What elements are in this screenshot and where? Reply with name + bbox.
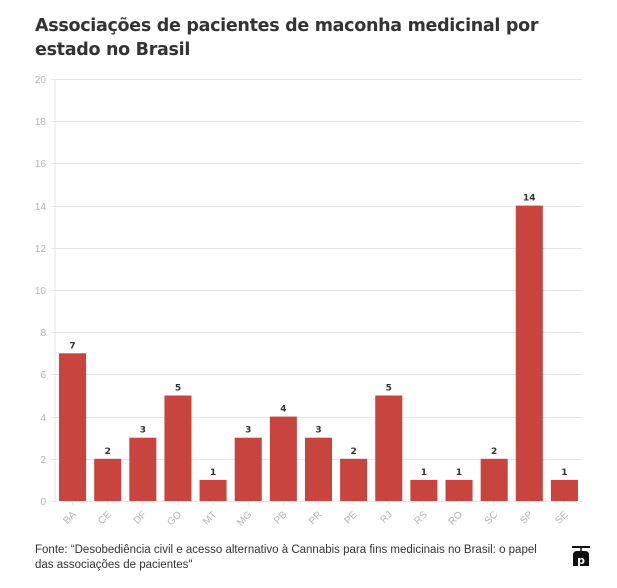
x-tick-label: SE — [553, 509, 570, 526]
y-tick-label: 14 — [35, 202, 47, 213]
bar-go[interactable] — [164, 395, 192, 502]
data-label: 1 — [456, 468, 462, 478]
bar-pe[interactable] — [340, 458, 368, 501]
data-label: 3 — [245, 426, 251, 436]
bar-mt[interactable] — [199, 479, 227, 501]
bar-ce[interactable] — [94, 458, 122, 501]
x-tick-label: GO — [165, 509, 184, 528]
bar-rj[interactable] — [375, 395, 403, 502]
x-tick-label: PB — [272, 509, 289, 526]
y-tick-label: 20 — [35, 75, 47, 86]
data-label: 1 — [421, 468, 427, 478]
x-tick-label: BA — [61, 509, 78, 526]
y-tick-label: 10 — [35, 286, 47, 297]
data-label: 2 — [105, 447, 111, 457]
source-note: Fonte: “Desobediência civil e acesso alt… — [35, 544, 537, 571]
data-label: 1 — [210, 468, 216, 478]
x-axis-ticks: BA CE DF GO MT MG PB PR PE RJ RS RO SC SP SE — [61, 501, 571, 529]
bar-df[interactable] — [129, 437, 157, 501]
x-tick-label: DF — [132, 509, 149, 526]
x-tick-label: CE — [96, 509, 114, 527]
chart-title: Associações de pacientes de maconha medi… — [35, 16, 539, 60]
bar-rs[interactable] — [410, 479, 438, 501]
svg-text:p: p — [577, 554, 585, 566]
y-tick-label: 0 — [40, 497, 46, 508]
bar-ro[interactable] — [445, 479, 473, 501]
bar-se[interactable] — [550, 479, 578, 501]
x-tick-label: SP — [518, 509, 535, 526]
x-tick-label: MG — [235, 509, 254, 528]
bar-ba[interactable] — [59, 353, 87, 501]
x-tick-label: RO — [447, 509, 466, 528]
x-tick-label: PR — [307, 509, 325, 527]
data-label: 1 — [561, 468, 567, 478]
y-tick-label: 6 — [40, 370, 46, 381]
y-tick-label: 4 — [40, 413, 46, 424]
data-label: 3 — [315, 426, 321, 436]
y-axis-ticks: 0 2 4 6 8 10 12 14 16 18 20 — [35, 75, 47, 508]
x-tick-label: RS — [412, 509, 430, 527]
y-tick-label: 2 — [40, 455, 46, 466]
bars — [59, 205, 578, 502]
data-label: 5 — [386, 384, 392, 394]
bar-mg[interactable] — [234, 437, 262, 501]
x-tick-label: PE — [343, 509, 360, 526]
bar-pr[interactable] — [304, 437, 333, 501]
y-tick-label: 12 — [35, 244, 47, 255]
x-tick-label: MT — [201, 509, 219, 527]
bar-pb[interactable] — [269, 416, 297, 501]
x-tick-label: SC — [483, 509, 501, 527]
y-tick-label: 18 — [35, 117, 47, 128]
publisher-logo-icon[interactable]: p — [572, 546, 590, 566]
data-labels: 7 2 3 5 1 3 4 3 2 5 1 1 2 14 1 — [69, 194, 567, 478]
data-label: 3 — [140, 426, 146, 436]
data-label: 5 — [175, 384, 181, 394]
data-label: 14 — [523, 194, 536, 204]
bar-sp[interactable] — [515, 205, 543, 501]
data-label: 2 — [351, 447, 357, 457]
y-tick-label: 16 — [35, 159, 47, 170]
y-tick-label: 8 — [40, 328, 46, 339]
data-label: 7 — [69, 341, 75, 351]
x-tick-label: RJ — [378, 509, 394, 525]
bar-sc[interactable] — [480, 458, 508, 501]
data-label: 4 — [280, 405, 286, 415]
data-label: 2 — [491, 447, 497, 457]
